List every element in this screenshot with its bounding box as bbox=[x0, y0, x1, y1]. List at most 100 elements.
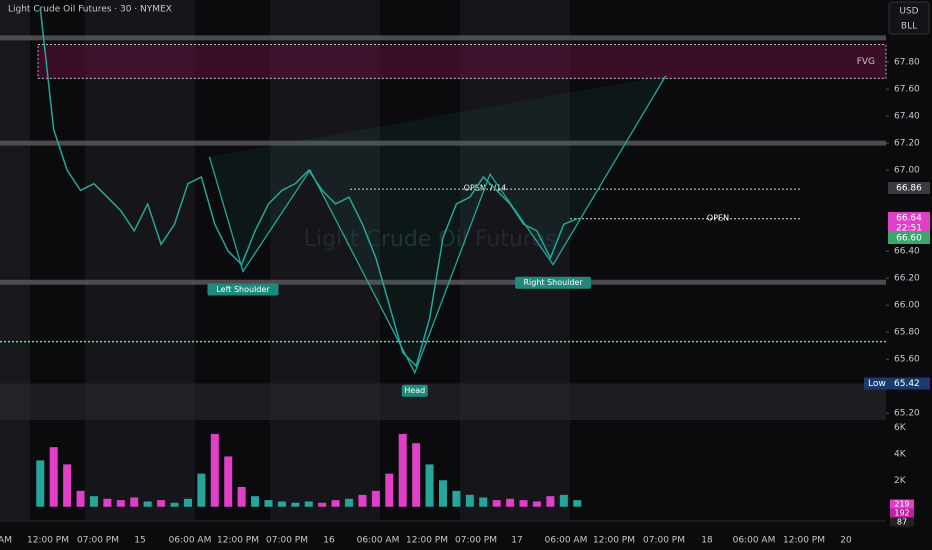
volume-bar bbox=[506, 498, 515, 507]
x-tick-label: 12:00 PM bbox=[593, 536, 635, 546]
y-tick-label: 67.20 bbox=[894, 139, 920, 149]
volume-bar bbox=[358, 494, 367, 507]
chart-title: Light Crude Oil Futures · 30 · NYMEX bbox=[8, 5, 172, 15]
volume-bar bbox=[465, 494, 474, 507]
volume-badge bbox=[890, 508, 914, 518]
fvg-label: FVG bbox=[857, 57, 875, 67]
y-tick-label: 67.80 bbox=[894, 58, 920, 68]
volume-badge bbox=[890, 499, 914, 509]
x-tick-label: 07:00 PM bbox=[266, 536, 308, 546]
y-tick-label: 67.00 bbox=[894, 166, 920, 176]
volume-bar bbox=[183, 498, 192, 507]
x-tick-label: 06:00 AM bbox=[357, 536, 400, 546]
x-tick-label: 07:00 PM bbox=[455, 536, 497, 546]
volume-bar bbox=[559, 494, 568, 507]
price-badge-label: 66.60 bbox=[896, 234, 922, 244]
volume-bar bbox=[63, 464, 72, 507]
open-label: OPEN bbox=[707, 213, 729, 222]
volume-bar bbox=[36, 460, 45, 507]
volume-bar bbox=[49, 447, 58, 507]
volume-bar bbox=[210, 433, 219, 507]
x-tick-label: 17 bbox=[511, 536, 522, 546]
volume-bar bbox=[412, 443, 421, 507]
volume-bar bbox=[546, 496, 555, 507]
volume-bar bbox=[251, 496, 260, 507]
y-tick-label: 65.80 bbox=[894, 328, 920, 338]
volume-bar bbox=[103, 498, 112, 507]
volume-bar bbox=[89, 496, 98, 507]
volume-bar bbox=[291, 502, 300, 507]
price-badge-label: 66.86 bbox=[896, 184, 922, 194]
volume-bar bbox=[277, 501, 286, 507]
x-tick-label: 18 bbox=[701, 536, 713, 546]
currency: USD bbox=[899, 7, 918, 17]
volume-bar bbox=[331, 500, 340, 507]
volume-tick-label: 4K bbox=[894, 449, 907, 459]
x-tick-label: 06:00 AM bbox=[169, 536, 212, 546]
x-tick-label: 20 bbox=[840, 536, 852, 546]
volume-bar bbox=[519, 500, 528, 507]
volume-bar bbox=[479, 497, 488, 507]
x-tick-label: 15 bbox=[134, 536, 145, 546]
pattern-label-bg bbox=[401, 384, 428, 397]
price-badge bbox=[888, 232, 930, 244]
x-tick-label: AM bbox=[0, 536, 12, 546]
volume-bar bbox=[452, 490, 461, 507]
volume-bar bbox=[170, 502, 179, 507]
x-tick-label: 07:00 PM bbox=[77, 536, 119, 546]
low-zone bbox=[0, 383, 886, 420]
session-shade bbox=[460, 0, 570, 520]
unit: BLL bbox=[901, 22, 917, 32]
pattern-label-bg bbox=[207, 283, 279, 296]
y-tick-label: 66.40 bbox=[894, 247, 920, 257]
session-shade bbox=[0, 0, 30, 520]
volume-bar bbox=[197, 473, 206, 507]
volume-bar bbox=[318, 502, 327, 507]
x-tick-label: 06:00 AM bbox=[545, 536, 588, 546]
x-tick-label: 07:00 PM bbox=[643, 536, 685, 546]
volume-bar bbox=[345, 498, 354, 507]
volume-bar bbox=[371, 490, 380, 507]
session-shade bbox=[270, 0, 380, 520]
y-tick-label: 66.20 bbox=[894, 274, 920, 284]
volume-bar bbox=[224, 456, 233, 507]
volume-bar bbox=[492, 500, 501, 507]
volume-bar bbox=[237, 486, 246, 507]
y-tick-label: 65.60 bbox=[894, 355, 920, 365]
pattern-fill bbox=[209, 75, 666, 373]
pattern-label: Head bbox=[404, 386, 425, 395]
countdown: 22:51 bbox=[896, 224, 922, 234]
volume-bar bbox=[425, 464, 434, 507]
volume-bar bbox=[573, 500, 582, 507]
volume-tick-label: 2K bbox=[894, 476, 907, 486]
volume-bar bbox=[130, 497, 139, 507]
pattern-line bbox=[208, 75, 667, 375]
volume-bar bbox=[157, 500, 166, 507]
currency-box[interactable] bbox=[888, 1, 930, 35]
y-tick-label: 67.60 bbox=[894, 85, 920, 95]
pattern-label: Right Shoulder bbox=[523, 278, 583, 287]
price-badge bbox=[888, 182, 930, 194]
x-tick-label: 12:00 PM bbox=[406, 536, 448, 546]
price-badge-label: 66.64 bbox=[896, 214, 922, 224]
price-badge bbox=[888, 212, 930, 234]
x-tick-label: 06:00 AM bbox=[733, 536, 776, 546]
fvg-zone bbox=[37, 44, 887, 79]
volume-bar bbox=[304, 501, 313, 507]
low-name: Low bbox=[868, 379, 886, 389]
pattern-label-bg bbox=[515, 276, 592, 289]
low-badge-bg bbox=[864, 377, 930, 390]
pattern-label: Left Shoulder bbox=[216, 285, 270, 294]
y-tick-label: 67.40 bbox=[894, 112, 920, 122]
volume-badge bbox=[890, 517, 914, 527]
y-tick-label: 65.20 bbox=[894, 409, 920, 419]
volume-badge-label: 219 bbox=[894, 500, 909, 509]
volume-badge-label: 192 bbox=[894, 509, 909, 518]
volume-bar bbox=[264, 500, 273, 507]
x-tick-label: 12:00 PM bbox=[783, 536, 825, 546]
volume-bar bbox=[385, 473, 394, 507]
volume-badge-label: 87 bbox=[897, 518, 907, 527]
volume-bar bbox=[532, 501, 541, 507]
x-tick-label: 12:00 PM bbox=[27, 536, 69, 546]
